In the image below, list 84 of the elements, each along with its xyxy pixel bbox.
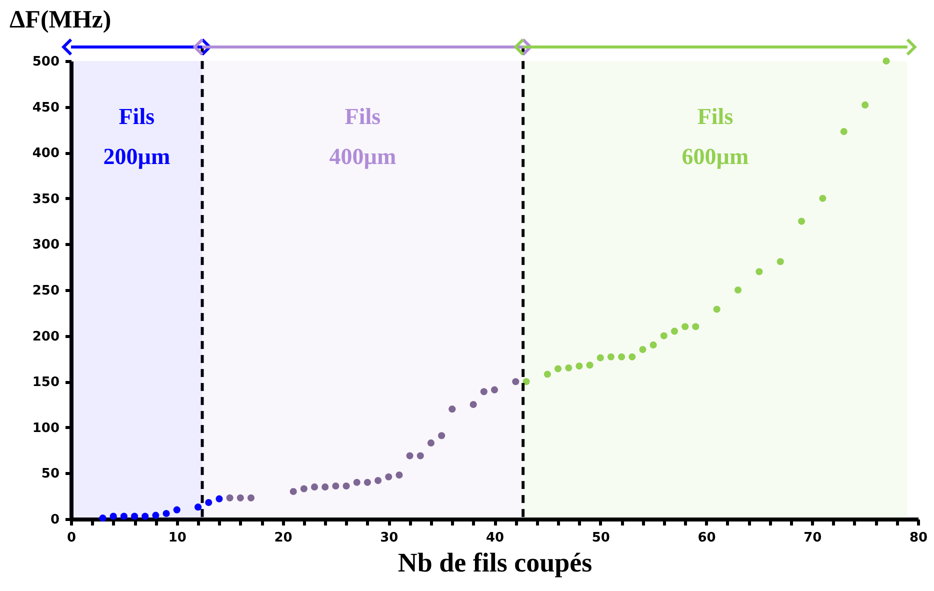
y-tick-label: 250 bbox=[32, 284, 60, 298]
point bbox=[682, 323, 689, 330]
x-tick-label: 60 bbox=[698, 530, 716, 546]
y-tick-label: 200 bbox=[32, 329, 60, 344]
point bbox=[840, 128, 848, 136]
y-tick-label: 300 bbox=[32, 238, 60, 253]
point bbox=[522, 378, 530, 386]
x-axis-title: Nb de fils coupés bbox=[398, 548, 592, 578]
y-tick-label: 400 bbox=[32, 146, 60, 162]
point bbox=[205, 498, 212, 506]
point bbox=[342, 482, 350, 490]
point bbox=[756, 268, 763, 276]
x-tick-label: 10 bbox=[168, 530, 186, 546]
point bbox=[576, 362, 583, 370]
point bbox=[385, 473, 392, 480]
y-tick-label: 350 bbox=[32, 192, 60, 207]
point bbox=[99, 514, 106, 522]
point bbox=[776, 258, 784, 266]
x-tick-label: 30 bbox=[380, 530, 398, 546]
point bbox=[670, 328, 678, 335]
point bbox=[586, 362, 594, 369]
x-tick-label: 70 bbox=[804, 530, 822, 546]
y-tick-label: 50 bbox=[41, 466, 60, 482]
x-tick-label: 40 bbox=[486, 530, 504, 546]
point bbox=[406, 452, 414, 460]
point bbox=[374, 477, 382, 484]
point bbox=[427, 439, 435, 446]
point bbox=[110, 512, 117, 520]
point bbox=[862, 101, 869, 108]
point bbox=[628, 353, 636, 360]
point bbox=[713, 306, 720, 313]
point bbox=[512, 378, 520, 386]
point bbox=[142, 512, 149, 520]
point bbox=[692, 323, 700, 330]
point bbox=[798, 218, 806, 225]
point bbox=[353, 478, 360, 486]
point bbox=[470, 400, 477, 408]
y-tick-label: 100 bbox=[32, 420, 60, 436]
point bbox=[554, 365, 562, 372]
point bbox=[310, 483, 318, 490]
point bbox=[596, 354, 604, 362]
point bbox=[152, 512, 160, 519]
point bbox=[226, 494, 234, 502]
point bbox=[544, 370, 551, 378]
y-tick-label: 500 bbox=[32, 54, 60, 70]
point bbox=[819, 194, 826, 202]
point bbox=[438, 432, 446, 440]
point bbox=[448, 406, 456, 413]
point bbox=[173, 506, 180, 514]
point bbox=[322, 483, 329, 490]
band-label: Fils 600µm bbox=[682, 104, 749, 169]
point bbox=[364, 478, 371, 486]
point bbox=[396, 472, 403, 479]
point bbox=[607, 353, 614, 360]
x-tick-label: 20 bbox=[274, 530, 292, 546]
point bbox=[130, 512, 138, 520]
point bbox=[194, 504, 202, 511]
point bbox=[300, 485, 308, 492]
y-tick-label: 150 bbox=[32, 375, 60, 390]
point bbox=[120, 512, 128, 520]
point bbox=[332, 482, 340, 490]
point bbox=[480, 388, 488, 396]
point bbox=[650, 341, 657, 348]
point bbox=[290, 488, 297, 496]
point bbox=[565, 364, 572, 372]
y-axis-title: ΔF(MHz) bbox=[10, 6, 112, 34]
point bbox=[490, 386, 498, 394]
y-tick-label: 450 bbox=[32, 100, 60, 116]
point bbox=[882, 57, 890, 65]
point bbox=[216, 495, 223, 502]
x-tick-label: 50 bbox=[592, 530, 610, 546]
point bbox=[236, 494, 244, 502]
x-tick-label: 0 bbox=[66, 530, 76, 546]
point bbox=[660, 332, 668, 340]
y-tick-label: 0 bbox=[50, 512, 60, 528]
point bbox=[639, 346, 646, 354]
point bbox=[734, 286, 742, 294]
point bbox=[416, 452, 424, 460]
band-label: Fils 200µm bbox=[103, 104, 170, 169]
band-label: Fils 400µm bbox=[329, 104, 396, 169]
point bbox=[247, 494, 255, 502]
point bbox=[618, 353, 626, 360]
x-tick-label: 80 bbox=[909, 530, 928, 546]
point bbox=[162, 510, 170, 518]
